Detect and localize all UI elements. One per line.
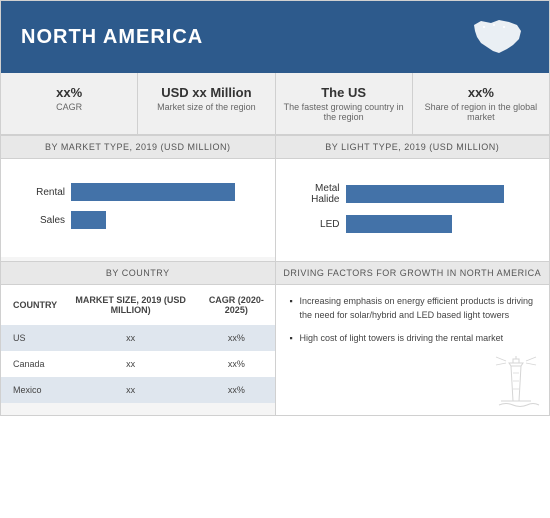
bar-fill <box>346 185 505 203</box>
table-cell: xx <box>63 325 198 351</box>
factors-body: Increasing emphasis on energy efficient … <box>276 285 550 415</box>
chart-title: BY MARKET TYPE, 2019 (USD MILLION) <box>1 135 275 159</box>
chart-title: BY LIGHT TYPE, 2019 (USD MILLION) <box>276 135 550 159</box>
stat-label: CAGR <box>7 102 131 112</box>
bar-label: LED <box>286 219 346 230</box>
bar-track <box>346 185 540 203</box>
panel-title: BY COUNTRY <box>1 261 275 285</box>
table-row: Mexicoxxxx% <box>1 377 275 403</box>
bar-label: Sales <box>11 215 71 226</box>
chart-light-type: BY LIGHT TYPE, 2019 (USD MILLION) Metal … <box>276 135 550 261</box>
bar-track <box>346 215 540 233</box>
region-title: NORTH AMERICA <box>21 26 203 49</box>
bar-fill <box>71 183 235 201</box>
table-header: CAGR (2020-2025) <box>198 285 274 325</box>
stat-value: xx% <box>7 85 131 100</box>
bar-row: Rental <box>11 183 265 201</box>
table-cell: xx% <box>198 325 274 351</box>
bar-label: Metal Halide <box>286 183 346 205</box>
stat-label: The fastest growing country in the regio… <box>282 102 406 122</box>
table-cell: US <box>1 325 63 351</box>
bar-fill <box>71 211 106 229</box>
table-header: MARKET SIZE, 2019 (USD MILLION) <box>63 285 198 325</box>
table-row: USxxxx% <box>1 325 275 351</box>
bar-fill <box>346 215 452 233</box>
charts-row: BY MARKET TYPE, 2019 (USD MILLION) Renta… <box>1 135 549 261</box>
panel-title: DRIVING FACTORS FOR GROWTH IN NORTH AMER… <box>276 261 550 285</box>
lighthouse-icon <box>491 351 541 411</box>
stat-share: xx% Share of region in the global market <box>413 73 549 134</box>
stat-cagr: xx% CAGR <box>1 73 138 134</box>
chart-body: Metal Halide LED <box>276 159 550 261</box>
country-panel: BY COUNTRY COUNTRYMARKET SIZE, 2019 (USD… <box>1 261 276 415</box>
stat-fastest-country: The US The fastest growing country in th… <box>276 73 413 134</box>
bottom-row: BY COUNTRY COUNTRYMARKET SIZE, 2019 (USD… <box>1 261 549 415</box>
chart-body: Rental Sales <box>1 159 275 257</box>
table-row: Canadaxxxx% <box>1 351 275 377</box>
table-cell: Canada <box>1 351 63 377</box>
stat-value: USD xx Million <box>144 85 268 100</box>
stat-value: xx% <box>419 85 543 100</box>
stats-row: xx% CAGR USD xx Million Market size of t… <box>1 73 549 135</box>
bar-row: Metal Halide <box>286 183 540 205</box>
table-cell: xx% <box>198 351 274 377</box>
header: NORTH AMERICA <box>1 1 549 73</box>
infographic-card: NORTH AMERICA xx% CAGR USD xx Million Ma… <box>0 0 550 416</box>
stat-label: Market size of the region <box>144 102 268 112</box>
table-cell: xx <box>63 377 198 403</box>
factor-item: High cost of light towers is driving the… <box>290 332 536 346</box>
factor-item: Increasing emphasis on energy efficient … <box>290 295 536 322</box>
table-cell: xx <box>63 351 198 377</box>
bar-track <box>71 211 265 229</box>
table-header: COUNTRY <box>1 285 63 325</box>
stat-value: The US <box>282 85 406 100</box>
stat-market-size: USD xx Million Market size of the region <box>138 73 275 134</box>
chart-market-type: BY MARKET TYPE, 2019 (USD MILLION) Renta… <box>1 135 276 261</box>
factors-panel: DRIVING FACTORS FOR GROWTH IN NORTH AMER… <box>276 261 550 415</box>
north-america-map-icon <box>469 17 529 57</box>
table-cell: Mexico <box>1 377 63 403</box>
stat-label: Share of region in the global market <box>419 102 543 122</box>
bar-track <box>71 183 265 201</box>
table-cell: xx% <box>198 377 274 403</box>
bar-row: LED <box>286 215 540 233</box>
bar-row: Sales <box>11 211 265 229</box>
bar-label: Rental <box>11 187 71 198</box>
country-table: COUNTRYMARKET SIZE, 2019 (USD MILLION)CA… <box>1 285 275 403</box>
